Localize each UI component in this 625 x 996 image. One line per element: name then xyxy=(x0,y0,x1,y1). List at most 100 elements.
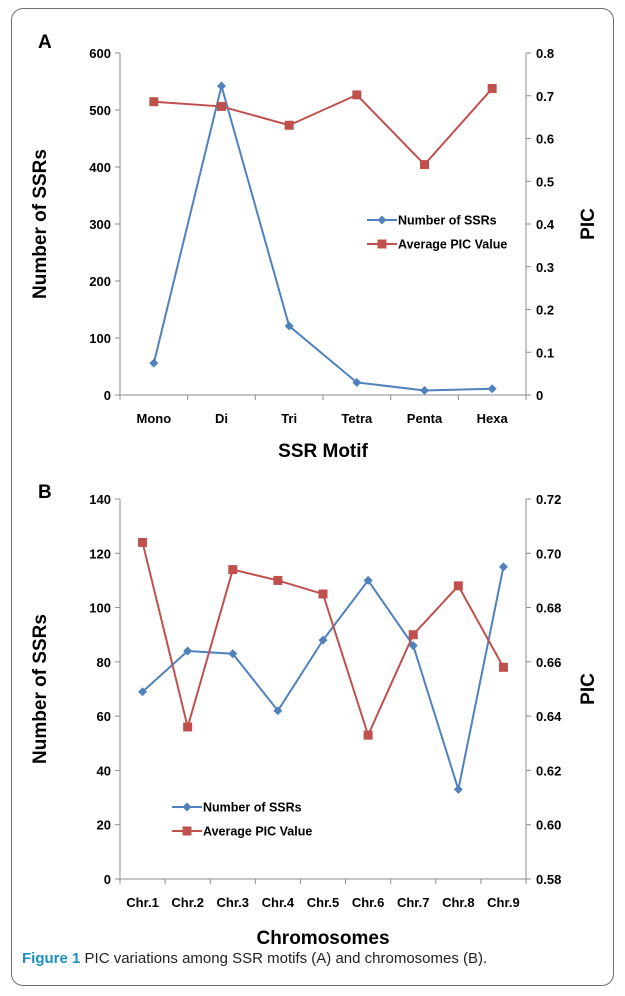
panel-a-right-tick-label: 0.3 xyxy=(536,260,554,275)
panel-a-legend-label: Average PIC Value xyxy=(398,238,507,252)
panel-b-point-ssr-count xyxy=(183,646,193,656)
panel-a-legend-label: Number of SSRs xyxy=(398,214,497,228)
panel-a-right-tick-label: 0.1 xyxy=(536,345,554,360)
panel-b-point-ssr-count xyxy=(138,687,148,697)
panel-a-left-tick-label: 600 xyxy=(89,46,111,61)
panel-b-point-ssr-count xyxy=(453,784,463,794)
panel-b-x-tick-label: Chr.5 xyxy=(307,895,340,910)
figure-frame xyxy=(11,8,614,986)
panel-b-point-ssr-count xyxy=(363,575,373,585)
panel-b-point-ssr-count xyxy=(228,649,238,659)
panel-a-y-axis-title: Number of SSRs xyxy=(30,149,51,299)
panel-b-right-tick-label: 0.60 xyxy=(536,818,561,833)
panel-b-point-ssr-count xyxy=(498,562,508,572)
panel-b-left-tick-label: 40 xyxy=(97,763,111,778)
panel-b-right-tick-label: 0.66 xyxy=(536,655,561,670)
panel-a-point-pic xyxy=(352,90,362,100)
panel-b-y2-axis-title: PIC xyxy=(578,673,599,705)
panel-b-x-tick-label: Chr.7 xyxy=(397,895,430,910)
panel-b-left-tick-label: 140 xyxy=(89,492,111,507)
panel-b-x-tick-label: Chr.8 xyxy=(442,895,475,910)
panel-b-y-axis-title: Number of SSRs xyxy=(30,614,51,764)
panel-a-right-tick-label: 0.7 xyxy=(536,89,554,104)
panel-b-x-tick-label: Chr.6 xyxy=(352,895,385,910)
panel-b-x-tick-label: Chr.4 xyxy=(262,895,295,910)
panel-b-legend-marker xyxy=(182,802,192,812)
panel-a-label: A xyxy=(38,32,52,53)
panel-a-legend-marker xyxy=(377,215,387,225)
panel-b-point-pic xyxy=(363,730,373,740)
panel-a-point-ssr-count xyxy=(487,384,497,394)
panel-b-left-tick-label: 20 xyxy=(97,818,111,833)
panel-b-point-pic xyxy=(318,589,328,599)
panel-a-point-ssr-count xyxy=(352,377,362,387)
panel-b-right-tick-label: 0.68 xyxy=(536,601,561,616)
panel-a-x-tick-label: Tri xyxy=(281,411,297,426)
panel-b-label: B xyxy=(38,482,52,503)
panel-a-point-pic xyxy=(217,101,226,111)
panel-b-left-tick-label: 60 xyxy=(97,709,111,724)
panel-b-right-tick-label: 0.72 xyxy=(536,492,561,507)
panel-a-right-tick-label: 0.2 xyxy=(536,303,554,318)
panel-b-left-tick-label: 100 xyxy=(89,601,111,616)
panel-b-left-tick-label: 0 xyxy=(104,872,111,887)
panel-a-left-tick-label: 300 xyxy=(89,217,111,232)
panel-a-x-tick-label: Tetra xyxy=(341,411,373,426)
panel-b-x-tick-label: Chr.9 xyxy=(487,895,520,910)
panel-a-x-axis-title: SSR Motif xyxy=(278,441,368,462)
panel-b-series-line-ssr-count xyxy=(141,566,505,790)
panel-b-point-ssr-count xyxy=(318,635,328,645)
panel-a-point-ssr-count xyxy=(420,385,429,395)
panel-a-right-tick-label: 0.6 xyxy=(536,132,554,147)
panel-b-left-tick-label: 120 xyxy=(89,546,111,561)
panel-b-point-pic xyxy=(408,630,418,640)
caption-label: Figure 1 xyxy=(22,950,81,967)
panel-a-left-tick-label: 0 xyxy=(104,388,111,403)
panel-a-right-tick-label: 0.8 xyxy=(536,46,554,61)
panel-a-point-ssr-count xyxy=(149,358,159,368)
panel-b-legend-marker xyxy=(182,826,192,836)
panel-b-right-tick-label: 0.58 xyxy=(536,872,561,887)
panel-b-x-axis-title: Chromosomes xyxy=(256,928,389,949)
panel-a-point-pic xyxy=(284,120,294,130)
panel-b-right-tick-label: 0.64 xyxy=(536,709,562,724)
panel-a-x-tick-label: Di xyxy=(215,411,228,426)
panel-a-point-pic xyxy=(420,160,429,170)
panel-a-point-pic xyxy=(487,83,497,93)
panel-b-point-pic xyxy=(273,575,283,585)
panel-b-x-tick-label: Chr.2 xyxy=(171,895,204,910)
panel-a-series-line-pic xyxy=(153,87,493,167)
panel-a-y2-axis-title: PIC xyxy=(578,208,599,240)
panel-a-x-tick-label: Penta xyxy=(407,411,443,426)
panel-b-point-pic xyxy=(228,565,238,575)
panel-a-point-pic xyxy=(149,97,159,107)
panel-b-legend-label: Average PIC Value xyxy=(203,825,312,839)
panel-a-point-ssr-count xyxy=(284,321,294,331)
panel-a-series-line-ssr-count xyxy=(152,82,493,392)
panel-b-right-tick-label: 0.62 xyxy=(536,763,561,778)
panel-a-legend-marker xyxy=(377,239,387,249)
panel-b-point-pic xyxy=(453,581,463,591)
panel-b-point-pic xyxy=(183,722,193,732)
panel-b-legend-label: Number of SSRs xyxy=(203,801,302,815)
panel-b-left-tick-label: 80 xyxy=(97,655,111,670)
figure-caption: Figure 1 PIC variations among SSR motifs… xyxy=(22,950,487,967)
caption-text: PIC variations among SSR motifs (A) and … xyxy=(84,950,488,967)
panel-a-right-tick-label: 0.5 xyxy=(536,174,554,189)
panel-a-left-tick-label: 500 xyxy=(89,103,111,118)
panel-b-point-pic xyxy=(498,662,508,672)
panel-a-left-tick-label: 400 xyxy=(89,160,111,175)
panel-a-left-tick-label: 100 xyxy=(89,331,111,346)
panel-b-x-tick-label: Chr.3 xyxy=(217,895,250,910)
panel-b-point-ssr-count xyxy=(273,706,283,716)
panel-b-x-tick-label: Chr.1 xyxy=(126,895,159,910)
panel-a-left-tick-label: 200 xyxy=(89,274,111,289)
panel-a-point-ssr-count xyxy=(217,81,226,91)
panel-a-x-tick-label: Hexa xyxy=(477,411,509,426)
panel-a-right-tick-label: 0.4 xyxy=(536,217,555,232)
panel-b-right-tick-label: 0.70 xyxy=(536,546,561,561)
panel-b-point-pic xyxy=(138,537,148,547)
panel-b-point-ssr-count xyxy=(408,641,418,651)
panel-a-x-tick-label: Mono xyxy=(137,411,172,426)
